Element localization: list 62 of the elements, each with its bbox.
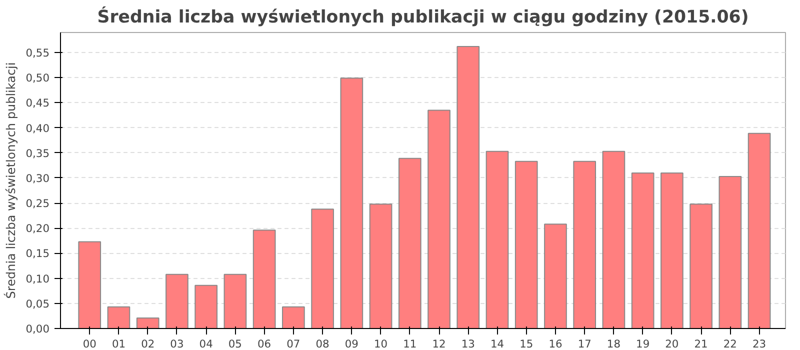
bar [718,176,742,328]
x-tick-label: 16 [548,338,562,350]
bar [690,204,712,328]
bar [660,172,684,328]
x-tick-label: 01 [112,338,126,350]
y-tick-label: 0,35 [26,146,50,160]
y-tick-label: 0,05 [26,297,50,310]
bar [166,274,188,328]
y-axis-title: Średnia liczba wyświetlonych publikacji [2,62,18,299]
y-tick-label: 0,45 [26,96,50,110]
x-tick-label: 21 [694,338,708,350]
x-tick-label: 05 [228,338,242,350]
x-tick-label: 10 [374,338,388,350]
bar [78,241,102,328]
bar [748,132,771,328]
y-tick-label: 0,40 [26,122,50,135]
bar [340,78,364,328]
x-tick-label: 23 [752,338,766,350]
bar [107,306,130,328]
x-tick-label: 03 [170,338,184,350]
bar [252,230,276,328]
x-tick-label: 17 [578,338,592,350]
bar [514,160,538,328]
x-tick-label: 11 [403,338,417,350]
x-tick-label: 19 [636,338,650,350]
bar [224,274,247,328]
bar [311,208,334,328]
bar [573,160,596,328]
x-tick-label: 20 [665,338,679,350]
x-tick-label: 04 [199,338,214,350]
chart-title: Średnia liczba wyświetlonych publikacji w ciągu godziny (2015.06) [97,6,749,28]
x-tick-label: 14 [490,338,504,350]
x-tick-label: 00 [82,338,97,350]
x-tick-label: 18 [606,338,621,350]
x-tick-label: 08 [316,338,330,350]
x-tick-label: 22 [723,338,737,350]
x-tick-label: 07 [286,338,300,350]
x-tick-label: 15 [520,338,534,350]
bar [544,224,567,328]
bar [486,150,509,328]
bar [456,46,480,328]
y-tick-label: 0,15 [26,247,50,260]
x-tick-label: 13 [461,338,475,350]
y-tick-label: 0,00 [26,322,50,336]
y-tick-label: 0,25 [26,197,50,210]
bar [631,172,654,328]
y-tick-label: 0,10 [26,272,50,286]
bar [398,158,422,328]
y-tick-label: 0,50 [26,72,50,85]
y-tick-label: 0,20 [26,222,50,236]
bar [194,284,218,328]
x-tick-label: 06 [258,338,272,350]
bar [602,150,626,328]
bar [136,317,160,328]
bar [369,204,392,328]
y-tick-label: 0,30 [26,172,50,185]
bar [428,110,450,328]
x-tick-label: 12 [432,338,446,350]
y-tick-label: 0,55 [26,46,50,60]
bar [282,306,305,328]
x-tick-label: 09 [344,338,359,350]
x-tick-label: 02 [141,338,155,350]
